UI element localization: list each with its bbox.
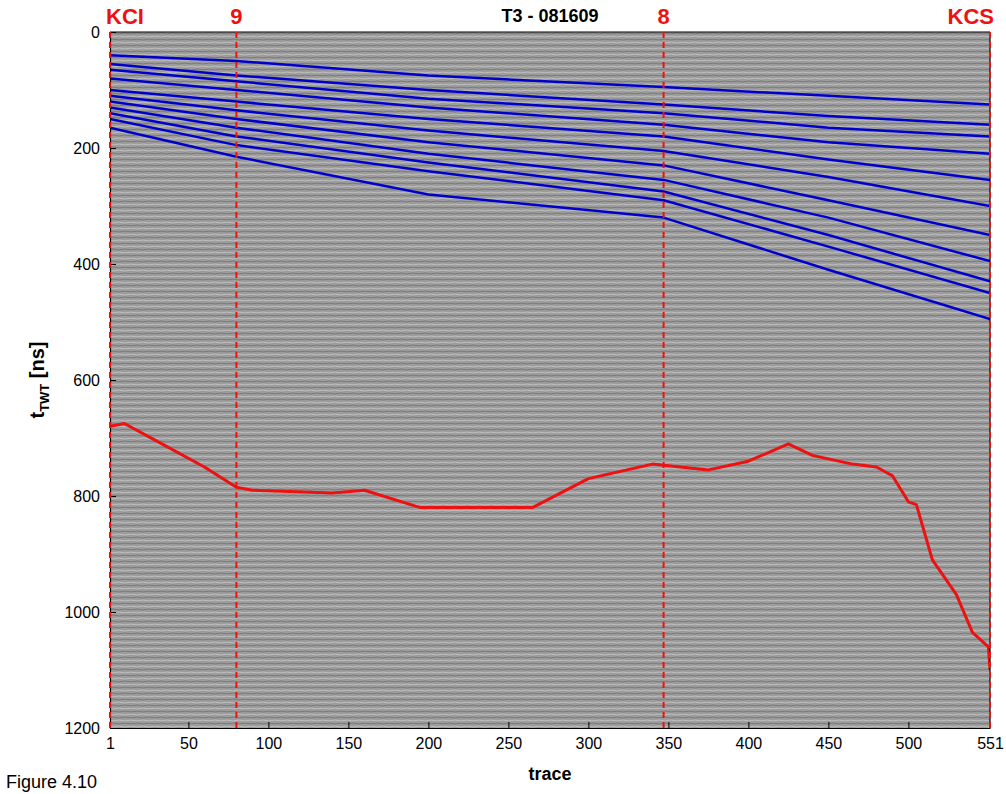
annotation-line (663, 32, 665, 728)
title: T3 - 081609 (501, 6, 598, 26)
x-tick-label: 100 (256, 735, 283, 752)
annotation-line (235, 32, 237, 728)
y-tick-mark (110, 380, 116, 381)
annotation-line (109, 32, 111, 728)
x-tick-mark (508, 722, 509, 728)
y-tick-label: 600 (73, 372, 100, 389)
horizon-line (110, 128, 990, 319)
y-tick: 1000 (64, 604, 116, 621)
y-tick-label: 1000 (64, 604, 100, 621)
plot-background (110, 32, 990, 728)
x-tick-label: 400 (736, 735, 763, 752)
x-tick-label: 350 (656, 735, 683, 752)
x-tick: 350 (656, 722, 683, 752)
y-axis: 0 200 400 600 800 1000 1200 (64, 24, 116, 737)
y-tick-mark (110, 148, 116, 149)
x-axis-title: trace (528, 764, 571, 784)
x-tick: 100 (256, 722, 283, 752)
chart: 1501001502002503003504004505005510200400… (0, 0, 1006, 794)
plot: 1501001502002503003504004505005510200400… (64, 4, 1004, 752)
y-tick-label: 800 (73, 488, 100, 505)
x-tick-mark (268, 722, 269, 728)
y-axis-title: tTWT [ns] (26, 341, 52, 418)
x-tick-label: 200 (416, 735, 443, 752)
x-tick-label: 300 (576, 735, 603, 752)
x-tick-mark (908, 722, 909, 728)
y-tick-label: 200 (73, 140, 100, 157)
x-tick-mark (188, 722, 189, 728)
annotation-label: KCI (106, 4, 144, 29)
x-tick-mark (668, 722, 669, 728)
y-tick-label: 400 (73, 256, 100, 273)
x-tick-label: 500 (896, 735, 923, 752)
x-tick-label: 1 (106, 735, 115, 752)
frame-top (110, 31, 990, 32)
x-tick: 50 (180, 722, 198, 752)
x-axis: 150100150200250300350400450500551 (106, 722, 1004, 752)
x-tick-label: 551 (977, 735, 1004, 752)
x-tick: 300 (576, 722, 603, 752)
x-tick: 250 (496, 722, 523, 752)
horizon-line (110, 107, 990, 261)
annotation-label: 8 (657, 4, 669, 29)
x-tick-label: 50 (180, 735, 198, 752)
frame-right (989, 32, 990, 728)
x-tick: 200 (416, 722, 443, 752)
x-tick-mark (828, 722, 829, 728)
x-tick-mark (348, 722, 349, 728)
horizon-line (110, 424, 990, 671)
annotation-label: 9 (230, 4, 242, 29)
caption: Figure 4.10 (6, 772, 97, 792)
x-tick: 400 (736, 722, 763, 752)
horizon-line (110, 78, 990, 153)
x-tick-label: 250 (496, 735, 523, 752)
x-tick-mark (588, 722, 589, 728)
annotation-label: KCS (948, 4, 994, 29)
data-lines (110, 55, 990, 670)
horizon-line (110, 96, 990, 206)
y-tick-label: 1200 (64, 720, 100, 737)
annotation-line (989, 32, 991, 728)
y-tick-mark (110, 728, 116, 729)
y-tick-label: 0 (91, 24, 100, 41)
y-tick: 1200 (64, 720, 116, 737)
x-tick: 450 (816, 722, 843, 752)
x-tick: 500 (896, 722, 923, 752)
x-tick-mark (428, 722, 429, 728)
x-tick-mark (748, 722, 749, 728)
x-tick: 150 (336, 722, 363, 752)
y-axis-title-part: TWT (37, 384, 52, 412)
x-tick-label: 450 (816, 735, 843, 752)
x-tick-label: 150 (336, 735, 363, 752)
x-axis-line (111, 728, 991, 729)
y-axis-title-part: [ns] (26, 341, 48, 383)
